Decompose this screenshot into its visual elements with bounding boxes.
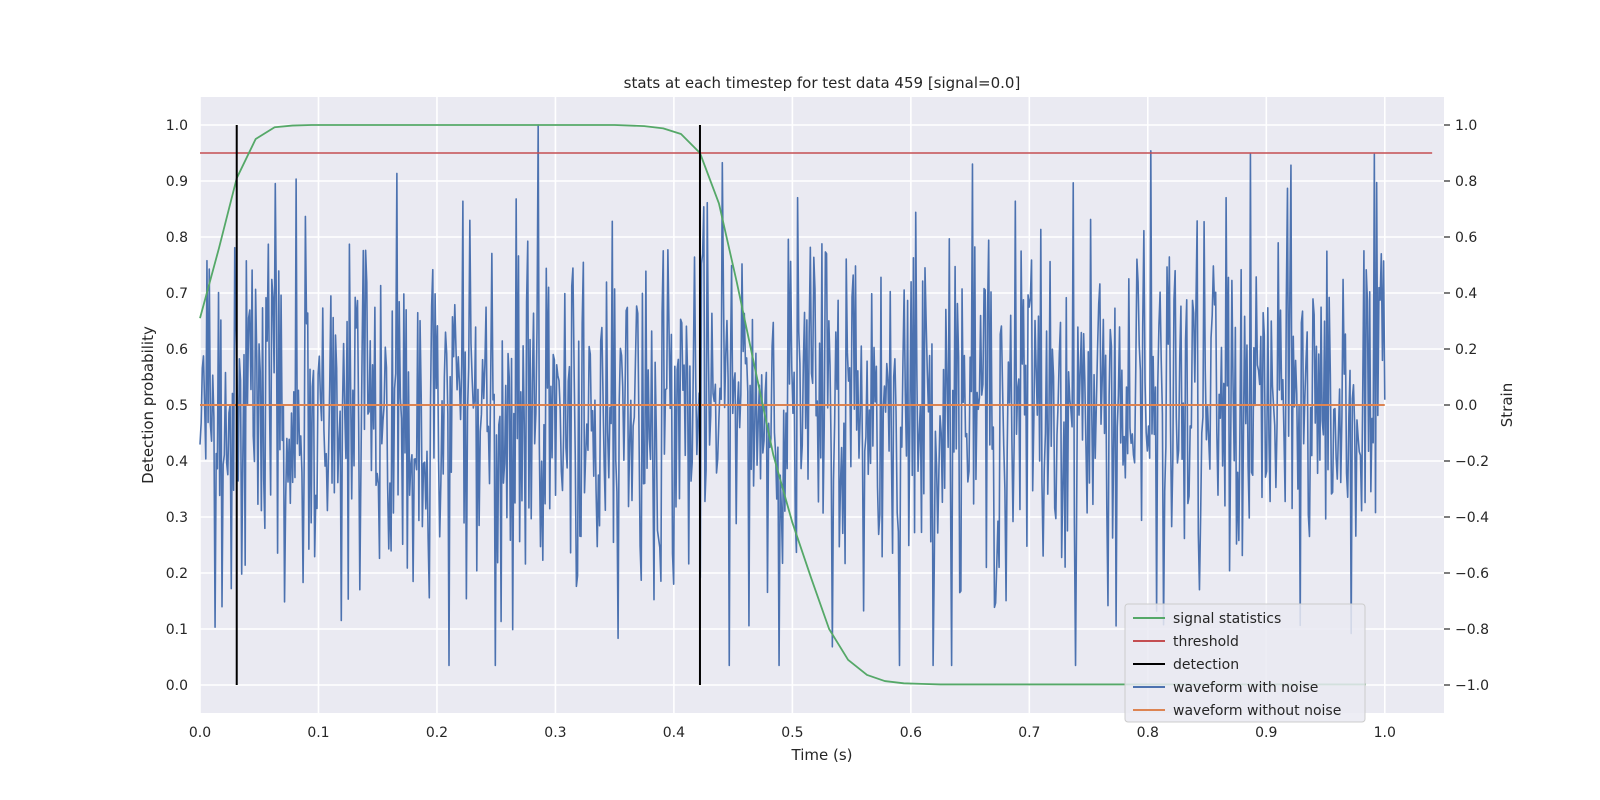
x-tick-label: 0.1 xyxy=(307,725,329,741)
y-axis-label-left: Detection probability xyxy=(139,326,157,484)
x-tick-label: 0.5 xyxy=(781,725,803,741)
ticks: 0.0 0.1 0.2 0.3 0.4 0.5 0.6 0.7 0.8 0.9 1.0 0.0 0.1 0… xyxy=(166,118,1489,741)
x-tick-label: 0.2 xyxy=(426,725,448,741)
y-tick-label-right: 0.4 xyxy=(1455,286,1477,302)
series-layer xyxy=(199,124,1433,686)
y-tick-label-right: 0.6 xyxy=(1455,230,1477,246)
y-tick-label-right: 0.0 xyxy=(1455,398,1477,414)
x-tick-label: 0.7 xyxy=(1018,725,1040,741)
y-tick-label-right: −0.2 xyxy=(1455,454,1489,470)
y-tick-label-right: 1.0 xyxy=(1455,118,1477,134)
y-tick-label-left: 0.1 xyxy=(166,622,188,638)
signal-statistics-line xyxy=(199,124,1366,686)
y-tick-label-left: 0.6 xyxy=(166,342,188,358)
y-tick-label-left: 0.4 xyxy=(166,454,188,470)
y-tick-label-right: 0.2 xyxy=(1455,342,1477,358)
y-tick-label-left: 0.7 xyxy=(166,286,188,302)
y-tick-label-right: −1.0 xyxy=(1455,678,1489,694)
x-axis-label: Time (s) xyxy=(791,746,853,764)
y-tick-label-left: 0.0 xyxy=(166,678,188,694)
legend-label: threshold xyxy=(1173,634,1239,650)
y-tick-label-left: 1.0 xyxy=(166,118,188,134)
legend: signal statistics threshold detection wavef… xyxy=(1124,603,1366,723)
x-tick-label: 1.0 xyxy=(1374,725,1396,741)
y-tick-label-right: −0.6 xyxy=(1455,566,1489,582)
x-tick-label: 0.4 xyxy=(663,725,685,741)
legend-box xyxy=(1124,603,1366,723)
x-tick-label: 0.8 xyxy=(1137,725,1159,741)
y-tick-label-left: 0.3 xyxy=(166,510,188,526)
y-tick-label-left: 0.8 xyxy=(166,230,188,246)
y-axis-label-right: Strain xyxy=(1498,383,1516,427)
y-tick-label-left: 0.5 xyxy=(166,398,188,414)
x-tick-label: 0.6 xyxy=(900,725,922,741)
x-tick-label: 0.9 xyxy=(1255,725,1277,741)
legend-label: signal statistics xyxy=(1173,611,1281,627)
y-tick-label-right: −0.8 xyxy=(1455,622,1489,638)
y-tick-label-right: 0.8 xyxy=(1455,174,1477,190)
chart-title: stats at each timestep for test data 459… xyxy=(624,74,1021,92)
waveform-with-noise-line xyxy=(199,124,1386,667)
y-tick-label-left: 0.9 xyxy=(166,174,188,190)
legend-label: waveform without noise xyxy=(1173,703,1341,719)
x-tick-label: 0.0 xyxy=(189,725,211,741)
x-tick-label: 0.3 xyxy=(544,725,566,741)
y-tick-label-left: 0.2 xyxy=(166,566,188,582)
legend-label: detection xyxy=(1173,657,1239,673)
y-tick-label-right: −0.4 xyxy=(1455,510,1489,526)
legend-label: waveform with noise xyxy=(1173,680,1318,696)
